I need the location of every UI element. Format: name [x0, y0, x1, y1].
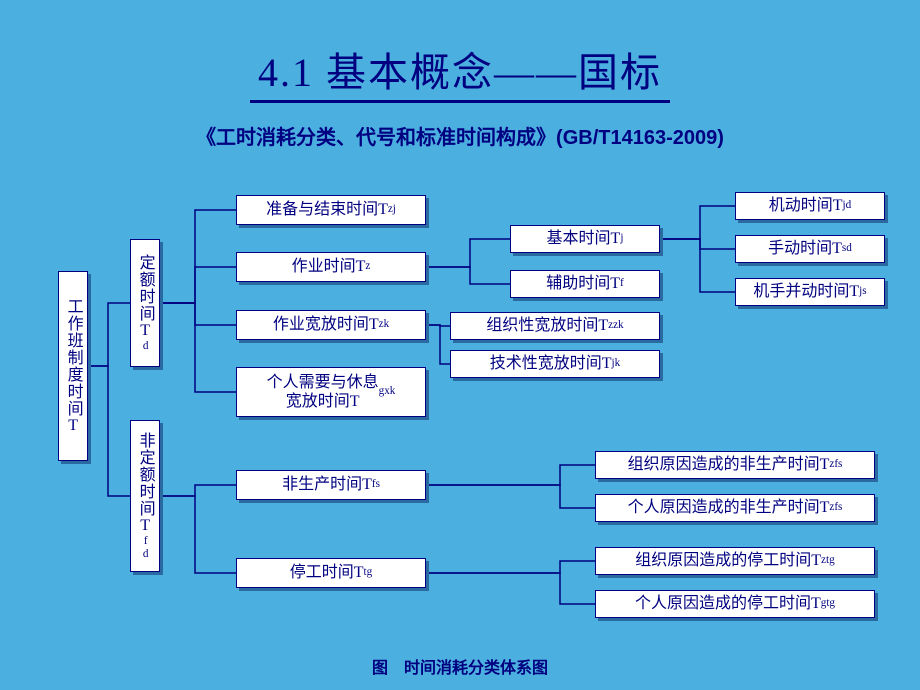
node-root: 工作班制度时间T [58, 271, 88, 461]
node-ztg: 组织原因造成的停工时间Tztg [595, 547, 875, 575]
node-zfs2: 个人原因造成的非生产时间Tzfs [595, 494, 875, 522]
node-js: 机手并动时间Tjs [735, 278, 885, 306]
node-zyk: 作业宽放时间Tzk [236, 310, 426, 340]
node-gtg: 个人原因造成的停工时间Tgtg [595, 590, 875, 618]
node-sd: 手动时间Tsd [735, 235, 885, 263]
node-zfs1: 组织原因造成的非生产时间Tzfs [595, 451, 875, 479]
node-tg: 停工时间Ttg [236, 558, 426, 588]
subtitle: 《工时消耗分类、代号和标准时间构成》(GB/T14163-2009) [0, 121, 920, 150]
node-grxy: 个人需要与休息宽放时间Tgxk [236, 367, 426, 417]
node-fsc: 非生产时间Tfs [236, 470, 426, 500]
page-title: 4.1 基本概念——国标 [250, 40, 670, 103]
node-jd: 机动时间Tjd [735, 192, 885, 220]
figure-caption: 图 时间消耗分类体系图 [0, 654, 920, 678]
node-zy: 作业时间Tz [236, 252, 426, 282]
node-feide: 非定额时间Tfd [130, 420, 160, 572]
node-zzk: 组织性宽放时间Tzzk [450, 312, 660, 340]
node-zbj: 准备与结束时间Tzj [236, 195, 426, 225]
node-fz: 辅助时间Tf [510, 270, 660, 298]
node-jb: 基本时间Tj [510, 225, 660, 253]
node-jsk: 技术性宽放时间Tjk [450, 350, 660, 378]
node-dinge: 定额时间Td [130, 239, 160, 367]
